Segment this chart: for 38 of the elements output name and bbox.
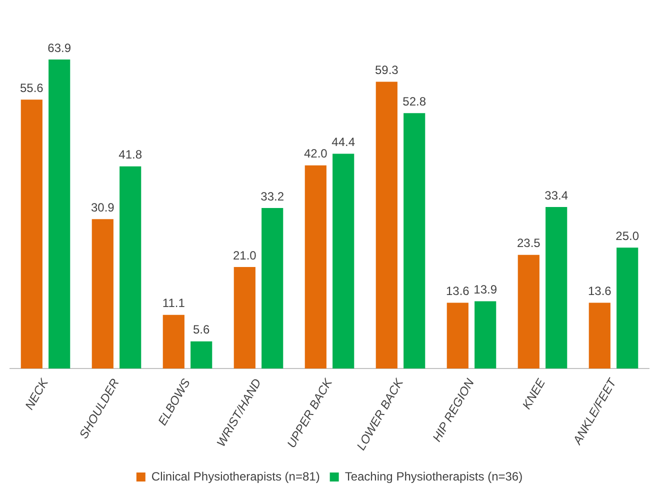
data-label: 5.6 <box>193 322 210 337</box>
data-label: 21.0 <box>232 248 257 262</box>
data-label: 13.9 <box>474 282 498 297</box>
bar <box>474 301 496 369</box>
bar <box>616 248 638 369</box>
bar <box>546 206 568 369</box>
data-label: 63.9 <box>48 40 72 55</box>
legend-label: Clinical Physiotherapists (n=81) <box>151 469 320 484</box>
bar <box>304 165 326 369</box>
bar <box>92 219 114 369</box>
data-label: 13.6 <box>446 284 470 298</box>
bar <box>446 302 468 369</box>
data-label: 33.2 <box>260 189 284 204</box>
legend-label: Teaching Physiotherapists (n=36) <box>344 469 523 484</box>
data-label: 44.4 <box>332 135 356 150</box>
data-label: 11.1 <box>162 296 186 310</box>
data-label: 55.6 <box>20 80 44 95</box>
bar <box>588 302 610 369</box>
data-label: 42.0 <box>304 146 328 161</box>
data-label: 23.5 <box>516 236 541 250</box>
bar <box>20 100 42 369</box>
bar <box>404 113 426 369</box>
bar <box>162 314 184 369</box>
data-label: 52.8 <box>402 94 426 108</box>
bar <box>234 266 256 369</box>
bar <box>190 341 212 369</box>
data-label: 25.0 <box>616 228 640 243</box>
data-label: 59.3 <box>374 63 399 78</box>
bar <box>518 254 540 369</box>
bar <box>262 208 284 369</box>
bar <box>332 154 354 369</box>
data-label: 41.8 <box>118 148 142 162</box>
data-label: 33.4 <box>544 188 568 202</box>
bar <box>120 166 142 369</box>
bar <box>376 82 398 369</box>
data-label: 13.6 <box>588 284 612 298</box>
data-label: 30.9 <box>90 200 115 214</box>
bar <box>48 60 70 369</box>
